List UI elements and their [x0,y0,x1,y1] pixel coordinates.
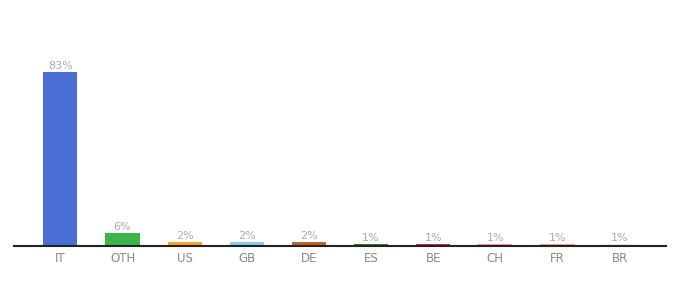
Text: 1%: 1% [362,233,380,243]
Text: 1%: 1% [487,233,504,243]
Bar [292,242,326,246]
Bar [167,242,202,246]
Text: 1%: 1% [424,233,442,243]
Bar [416,244,450,246]
Text: 1%: 1% [611,233,628,243]
Text: 1%: 1% [549,233,566,243]
Bar [478,244,513,246]
Text: 2%: 2% [175,231,194,241]
Text: 2%: 2% [238,231,256,241]
Bar [541,244,575,246]
Bar [602,244,636,246]
Text: 6%: 6% [114,222,131,232]
Text: 83%: 83% [48,61,73,70]
Bar [230,242,264,246]
Bar [105,233,139,246]
Bar [44,72,78,246]
Text: 2%: 2% [300,231,318,241]
Bar [354,244,388,246]
